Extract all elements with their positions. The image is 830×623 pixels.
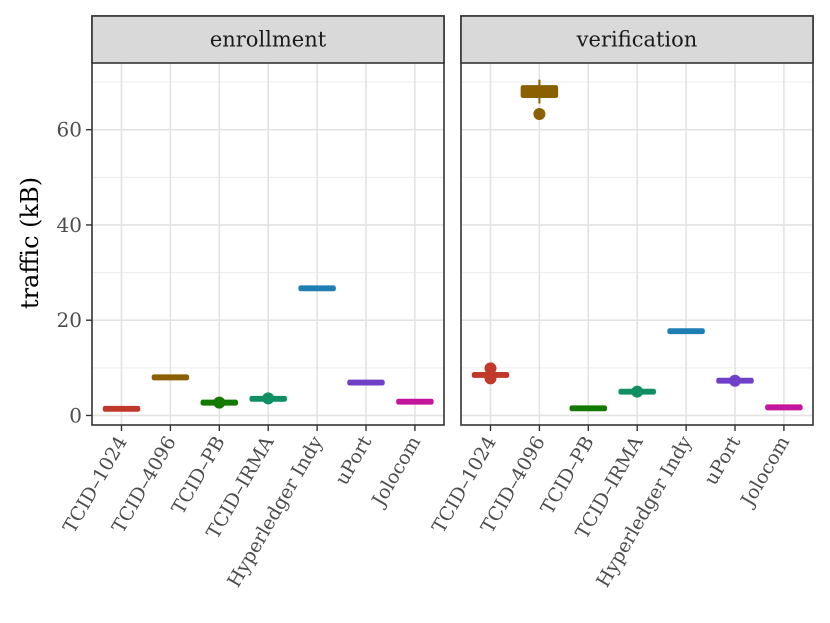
- x-tick-label: uPort: [700, 432, 745, 489]
- box-verification-1: [520, 79, 559, 120]
- y-tick-label: 20: [57, 308, 82, 332]
- y-axis-title: traffic (kB): [16, 177, 44, 309]
- strip-label: enrollment: [210, 28, 327, 52]
- outlier-point: [533, 107, 546, 120]
- y-tick-label: 0: [69, 403, 82, 427]
- box-verification-6: [765, 404, 803, 411]
- outlier-point: [729, 374, 741, 387]
- outlier-point: [213, 396, 226, 409]
- box-verification-2: [569, 405, 608, 412]
- box-enrollment-2: [200, 396, 239, 409]
- strip-label: verification: [576, 28, 698, 52]
- outlier-point: [631, 385, 644, 398]
- x-tick-label: uPort: [331, 432, 376, 489]
- box-verification-4: [667, 328, 705, 335]
- box-enrollment-0: [102, 405, 141, 412]
- box-enrollment-5: [347, 379, 385, 386]
- box-verification-5: [716, 374, 754, 387]
- panel-verification: verificationTCID–1024TCID–4096TCID–PBTCI…: [428, 15, 814, 591]
- y-tick-label: 40: [57, 213, 82, 237]
- box-enrollment-4: [298, 285, 336, 292]
- panel-strip: [460, 15, 814, 64]
- panels-layer: enrollmentTCID–1024TCID–4096TCID–PBTCID–…: [57, 15, 814, 591]
- box-enrollment-3: [249, 392, 287, 405]
- box-enrollment-6: [396, 398, 434, 405]
- panel-enrollment: enrollmentTCID–1024TCID–4096TCID–PBTCID–…: [59, 15, 445, 591]
- panel-strip: [91, 15, 445, 64]
- box-enrollment-1: [151, 374, 190, 381]
- box-verification-0: [471, 362, 510, 385]
- y-tick-label: 60: [57, 118, 82, 142]
- outlier-point: [484, 362, 497, 375]
- outlier-point: [484, 372, 497, 385]
- outlier-point: [262, 392, 275, 405]
- box-verification-3: [618, 385, 656, 398]
